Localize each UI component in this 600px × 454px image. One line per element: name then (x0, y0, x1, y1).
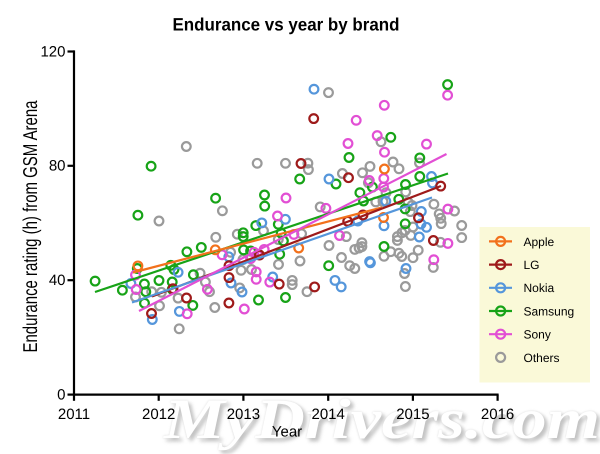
svg-text:Endurance vs year by brand: Endurance vs year by brand (173, 14, 400, 34)
svg-text:2011: 2011 (58, 406, 90, 423)
svg-text:2014: 2014 (312, 406, 345, 423)
svg-text:2013: 2013 (227, 406, 260, 423)
svg-text:120: 120 (40, 43, 65, 60)
svg-text:2016: 2016 (481, 406, 514, 423)
svg-text:Endurance rating (h) from GSM: Endurance rating (h) from GSM Arena (20, 100, 42, 353)
svg-text:Others: Others (524, 351, 560, 365)
svg-text:Samsung: Samsung (524, 304, 575, 318)
svg-text:2015: 2015 (396, 406, 429, 423)
svg-text:Sony: Sony (524, 328, 551, 342)
svg-text:Year: Year (272, 424, 302, 441)
svg-text:0: 0 (57, 386, 65, 403)
svg-text:Apple: Apple (524, 235, 555, 249)
svg-text:Nokia: Nokia (524, 281, 555, 295)
svg-text:80: 80 (49, 158, 66, 175)
svg-text:LG: LG (524, 258, 540, 272)
svg-text:2012: 2012 (142, 406, 175, 423)
svg-text:MyDrivers.com: MyDrivers.com (163, 388, 600, 451)
svg-text:40: 40 (49, 272, 66, 289)
